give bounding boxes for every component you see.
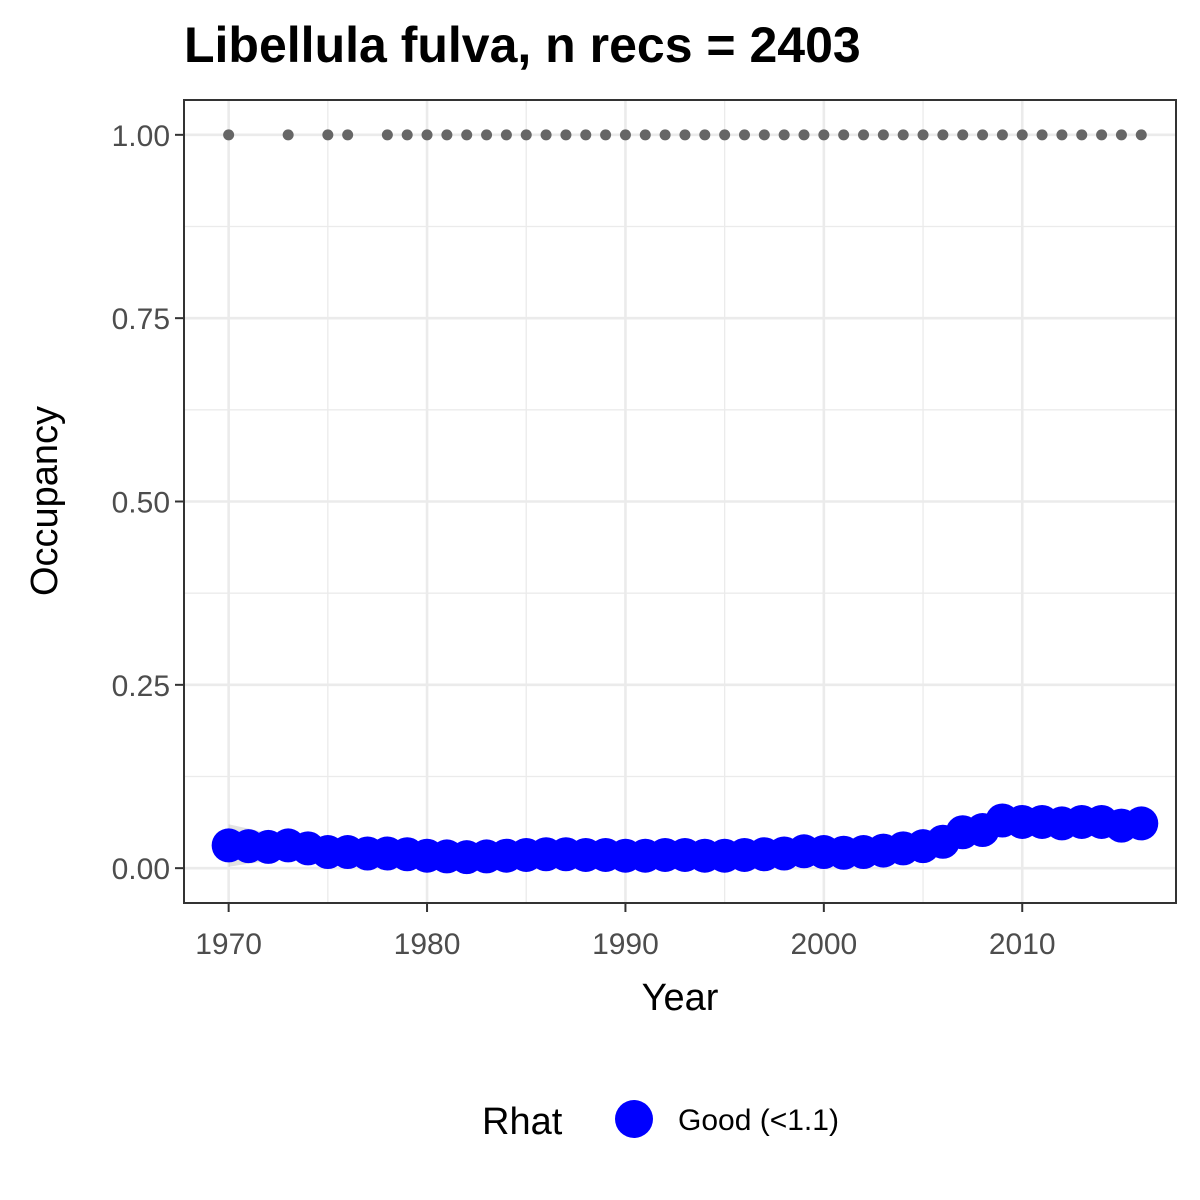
detection-point (342, 129, 354, 141)
detection-point (481, 129, 493, 141)
occupancy-points (211, 803, 1159, 875)
y-tick-label: 0.25 (112, 670, 170, 703)
detection-point (659, 129, 671, 141)
detection-point (897, 129, 909, 141)
x-axis-title: Year (642, 977, 719, 1019)
y-tick-label: 1.00 (112, 120, 170, 153)
detection-point (322, 129, 334, 141)
legend-title: Rhat (482, 1101, 563, 1143)
detection-point (1016, 129, 1028, 141)
detection-point (798, 129, 810, 141)
detection-point (1096, 129, 1108, 141)
detection-point (858, 129, 870, 141)
detection-point (937, 129, 949, 141)
detection-point (619, 129, 631, 141)
y-axis: 0.00 0.25 0.50 0.75 1.00 (112, 120, 184, 886)
detection-point (778, 129, 790, 141)
detection-point (1056, 129, 1068, 141)
legend-label-good: Good (<1.1) (678, 1104, 839, 1137)
detection-point (421, 129, 433, 141)
detection-point (441, 129, 453, 141)
x-tick-label: 2000 (790, 928, 857, 961)
y-tick-label: 0.75 (112, 303, 170, 336)
detection-point (560, 129, 572, 141)
x-tick-label: 2010 (989, 928, 1056, 961)
detection-point (500, 129, 512, 141)
legend-key-good (615, 1100, 653, 1138)
x-tick-label: 1980 (394, 928, 461, 961)
occupancy-point (1124, 806, 1159, 841)
detection-point (719, 129, 731, 141)
x-axis: 1970 1980 1990 2000 2010 (195, 903, 1056, 961)
detection-point (540, 129, 552, 141)
detection-point (977, 129, 989, 141)
x-tick-label: 1970 (195, 928, 262, 961)
detection-point (877, 129, 889, 141)
detection-points (223, 129, 1147, 141)
detection-point (957, 129, 969, 141)
detection-point (679, 129, 691, 141)
detection-point (1076, 129, 1088, 141)
detection-point (818, 129, 830, 141)
chart-title: Libellula fulva, n recs = 2403 (184, 17, 861, 73)
detection-point (699, 129, 711, 141)
detection-point (580, 129, 592, 141)
detection-point (917, 129, 929, 141)
plot-panel (183, 99, 1177, 904)
detection-point (1135, 129, 1147, 141)
y-tick-label: 0.00 (112, 853, 170, 886)
legend: Rhat Good (<1.1) (482, 1100, 839, 1143)
detection-point (401, 129, 413, 141)
detection-point (381, 129, 393, 141)
detection-point (838, 129, 850, 141)
y-axis-title: Occupancy (24, 406, 66, 596)
detection-point (223, 129, 235, 141)
detection-point (600, 129, 612, 141)
detection-point (639, 129, 651, 141)
detection-point (1036, 129, 1048, 141)
detection-point (461, 129, 473, 141)
detection-point (282, 129, 294, 141)
detection-point (520, 129, 532, 141)
detection-point (758, 129, 770, 141)
detection-point (738, 129, 750, 141)
x-tick-label: 1990 (592, 928, 659, 961)
detection-point (1115, 129, 1127, 141)
detection-point (996, 129, 1008, 141)
y-tick-label: 0.50 (112, 487, 170, 520)
